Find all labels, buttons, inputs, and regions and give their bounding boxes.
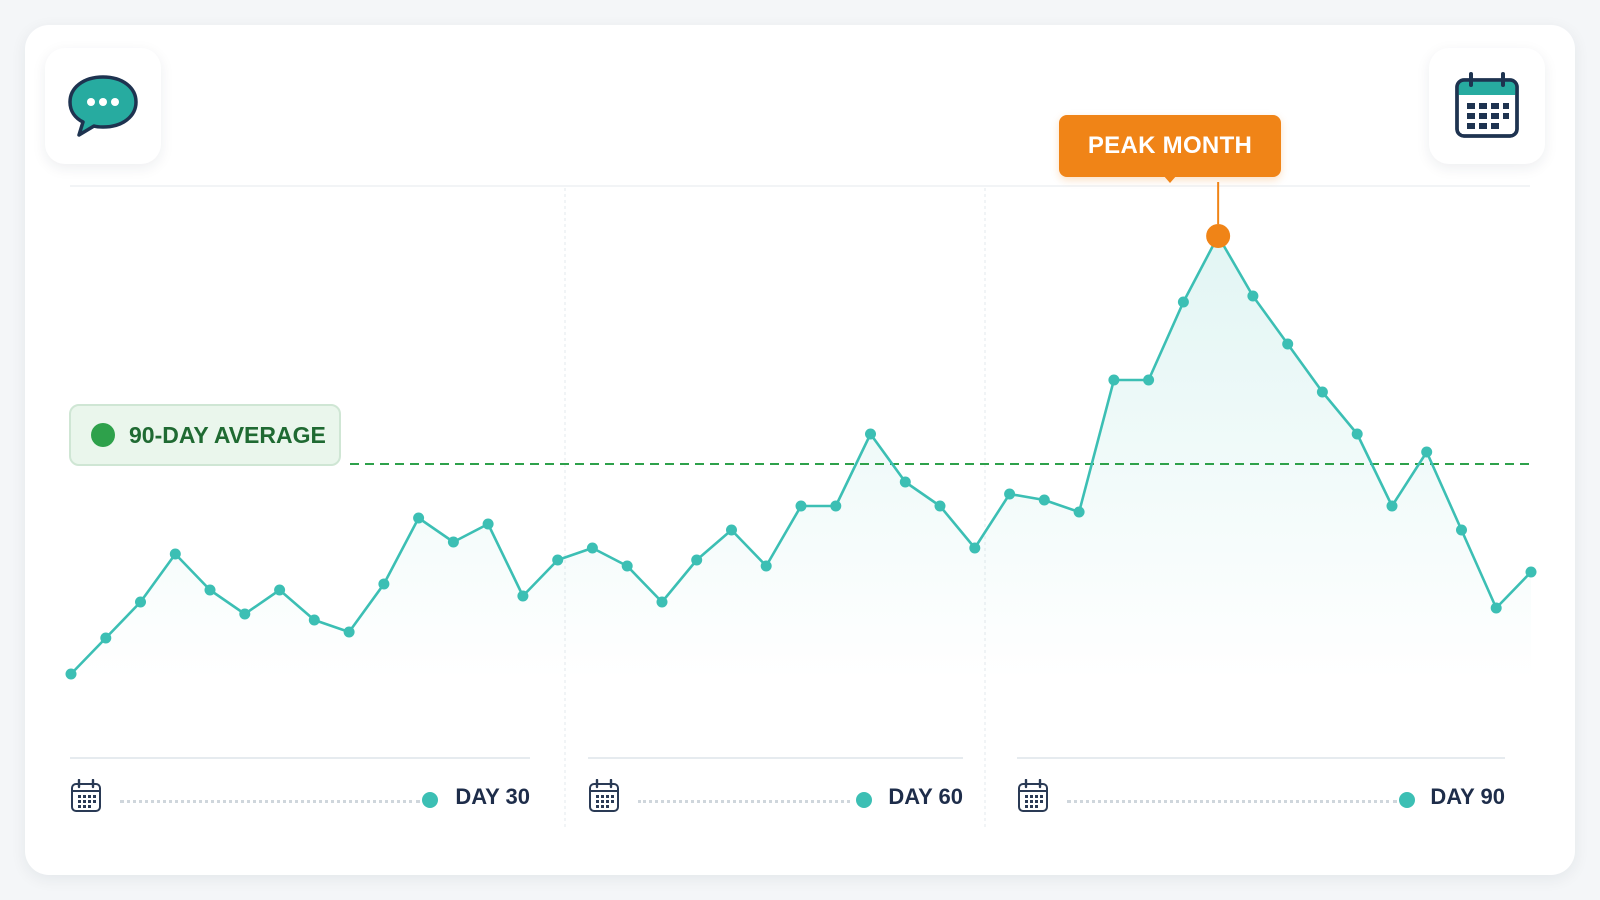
data-point xyxy=(865,428,876,440)
data-point xyxy=(656,596,668,608)
period-day-30: DAY 30 xyxy=(70,757,530,817)
data-point xyxy=(1004,488,1016,500)
peak-badge: PEAK MONTH xyxy=(1059,115,1281,177)
data-point xyxy=(517,590,529,602)
calendar-icon xyxy=(71,779,101,812)
data-point xyxy=(1073,506,1085,518)
speech-bubble-icon xyxy=(68,75,138,137)
data-point xyxy=(482,518,494,530)
data-point xyxy=(691,554,703,566)
average-label: 90-DAY AVERAGE xyxy=(129,421,326,448)
data-point xyxy=(1351,428,1363,440)
average-legend-dot xyxy=(91,423,115,447)
x-tick-label: DAY 60 xyxy=(888,784,963,809)
data-point xyxy=(135,596,146,608)
data-point xyxy=(1247,290,1259,302)
calendar-tile xyxy=(1429,48,1545,164)
peak-point xyxy=(1206,224,1231,248)
period-rule xyxy=(588,757,963,759)
data-point xyxy=(413,512,425,524)
data-point xyxy=(899,476,911,488)
data-point xyxy=(795,500,807,512)
calendar-icon xyxy=(1455,72,1519,138)
data-point xyxy=(1143,374,1155,386)
period-day-60: DAY 60 xyxy=(588,757,963,817)
x-tick-label: DAY 30 xyxy=(455,784,530,809)
period-dotted-rule xyxy=(638,800,850,803)
data-point xyxy=(1525,566,1537,578)
data-point xyxy=(1421,446,1433,458)
series-area xyxy=(71,236,1531,680)
period-rule xyxy=(1017,757,1505,759)
data-point xyxy=(1490,602,1502,614)
data-point xyxy=(1316,386,1328,398)
data-point xyxy=(308,614,320,626)
period-marker-dot xyxy=(1399,792,1415,808)
average-badge: 90-DAY AVERAGE xyxy=(69,404,341,466)
period-dotted-rule xyxy=(1067,800,1397,803)
peak-badge-pointer xyxy=(1163,175,1177,183)
data-point xyxy=(343,626,355,638)
data-point xyxy=(239,608,251,620)
calendar-icon xyxy=(1018,779,1048,812)
data-point xyxy=(169,548,181,560)
data-point xyxy=(830,500,842,512)
calendar-icon xyxy=(589,779,619,812)
period-dotted-rule xyxy=(120,800,420,803)
data-point xyxy=(378,578,390,590)
data-point xyxy=(934,500,946,512)
peak-label: PEAK MONTH xyxy=(1087,132,1253,159)
data-point xyxy=(969,542,981,554)
x-tick-label: DAY 90 xyxy=(1430,784,1505,809)
period-day-90: DAY 90 xyxy=(1017,757,1505,817)
data-point xyxy=(274,584,286,596)
data-point xyxy=(1108,374,1120,386)
period-marker-dot xyxy=(856,792,872,808)
period-rule xyxy=(70,757,530,759)
chat-tile xyxy=(45,48,161,164)
data-point xyxy=(726,524,737,536)
data-point xyxy=(586,542,598,554)
data-point xyxy=(621,560,633,572)
data-point xyxy=(552,554,564,566)
data-point xyxy=(1386,500,1398,512)
data-point xyxy=(447,536,459,548)
period-marker-dot xyxy=(422,792,438,808)
data-point xyxy=(760,560,772,572)
data-point xyxy=(65,668,77,680)
data-point xyxy=(1282,338,1294,350)
data-point xyxy=(1177,296,1189,308)
data-point xyxy=(1038,494,1050,506)
data-point xyxy=(204,584,216,596)
data-point xyxy=(100,632,112,644)
data-point xyxy=(1456,524,1467,536)
